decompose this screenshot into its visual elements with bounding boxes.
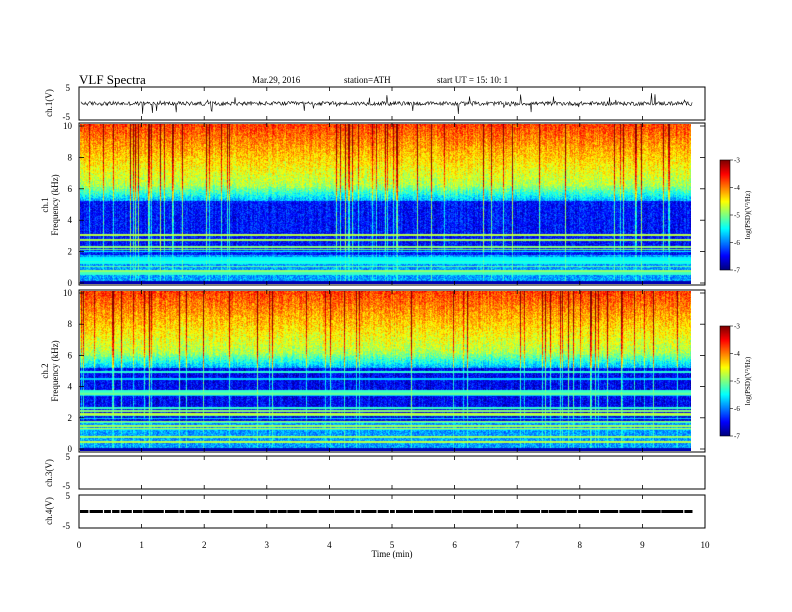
ch1-spectrogram-channel: ch.1 [40,197,50,212]
ch2-spectrogram-image [80,291,691,451]
ch1-colorbar [720,160,730,270]
ch1-spectrogram-ylabel: Frequency (kHz) [50,174,60,235]
time-tick-label: 1 [139,540,144,550]
ch3-waveform-panel: ch.3(V) 5 -5 [44,452,706,491]
ch2-spectrogram-ylabel: Frequency (kHz) [50,340,60,401]
time-tick-label: 5 [390,540,395,550]
ch1-waveform-panel: ch.1(V) 5 -5 [44,83,706,122]
colorbar-tick-label: -6 [734,239,740,247]
ch1-colorbar-label: log(PSD)(V²/Hz) [744,190,752,239]
ch4-ytick-bottom: -5 [63,521,71,531]
time-tick-label: 3 [265,540,270,550]
colorbar-tick-label: -3 [734,323,740,331]
station-label: station=ATH [344,75,391,85]
ch4-waveform-panel: ch.4(V) 5 -5 [44,491,706,531]
ch4-ytick-top: 5 [66,491,71,501]
ch3-ytick-top: 5 [66,452,71,462]
colorbar-tick-label: -7 [734,433,740,441]
colorbar-tick-label: -5 [734,378,740,386]
frequency-tick-label: 2 [68,247,73,257]
frequency-tick-label: 8 [68,319,73,329]
time-axis-tick-labels: 0 1 2 3 4 5 6 7 8 9 10 [77,540,710,550]
figure-title: VLF Spectra [79,72,146,87]
frequency-tick-label: 6 [68,184,73,194]
time-tick-label: 9 [640,540,645,550]
colorbar-tick-label: -3 [734,157,740,165]
colorbar-tick-label: -4 [734,184,740,192]
frequency-tick-label: 4 [68,215,73,225]
time-tick-label: 4 [327,540,332,550]
colorbar-tick-label: -5 [734,212,740,220]
colorbar-tick-label: -4 [734,350,740,358]
ch2-spectrogram-yticks: 0 2 4 6 8 10 [63,288,705,454]
ch2-colorbar [720,326,730,436]
ch2-spectrogram-channel: ch.2 [40,363,50,378]
time-axis-label: Time (min) [372,549,413,559]
colorbar-tick-label: -6 [734,405,740,413]
ch1-waveform-ylabel: ch.1(V) [44,89,54,117]
colorbar-tick-label: -7 [734,267,740,275]
time-axis-ticks [78,87,706,528]
time-tick-label: 10 [701,540,711,550]
ch3-ytick-bottom: -5 [63,481,71,491]
ch1-spectrogram-image [80,124,691,284]
time-tick-label: 2 [202,540,207,550]
frequency-tick-label: 10 [63,288,73,298]
ch2-colorbar-ticks: -7 -6 -5 -4 -3 [730,323,740,441]
time-tick-label: 8 [578,540,583,550]
date-label: Mar.29, 2016 [252,75,301,85]
frequency-tick-label: 6 [68,350,73,360]
time-tick-label: 7 [515,540,520,550]
frequency-tick-label: 0 [68,278,73,288]
ch3-waveform-ylabel: ch.3(V) [44,459,54,487]
ch1-ytick-bottom: -5 [63,112,71,122]
time-tick-label: 6 [452,540,457,550]
ch3-waveform-frame [78,455,706,490]
start-time-label: start UT = 15: 10: 1 [437,75,508,85]
frequency-tick-label: 0 [68,444,73,454]
ch1-waveform-line [80,93,693,115]
ch1-ytick-top: 5 [66,83,71,93]
frequency-tick-label: 8 [68,152,73,162]
frequency-tick-label: 4 [68,382,73,392]
ch2-colorbar-label: log(PSD)(V²/Hz) [744,356,752,405]
time-tick-label: 0 [77,540,82,550]
frequency-tick-label: 2 [68,413,73,423]
ch4-waveform-ylabel: ch.4(V) [44,497,54,525]
ch1-colorbar-ticks: -7 -6 -5 -4 -3 [730,157,740,275]
ch1-spectrogram-yticks: 0 2 4 6 8 10 [63,121,705,288]
frequency-tick-label: 10 [63,121,73,131]
